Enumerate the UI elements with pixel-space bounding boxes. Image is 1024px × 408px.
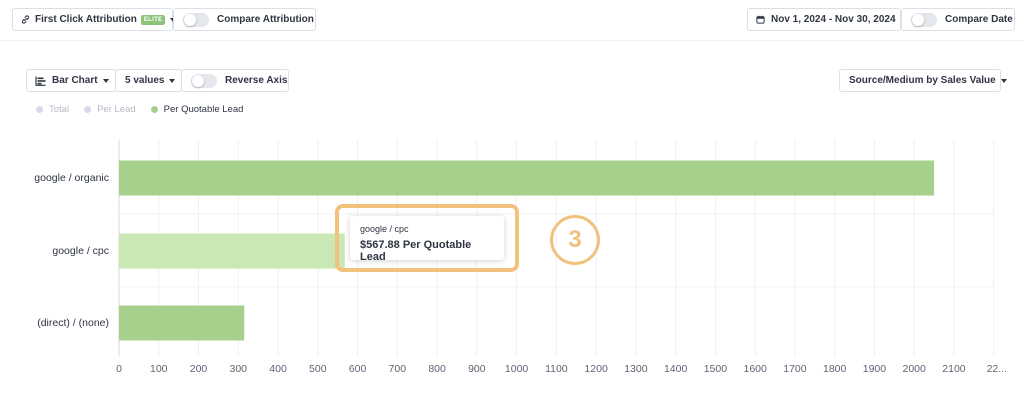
chart-legend: Total Per Lead Per Quotable Lead <box>36 104 258 115</box>
calendar-icon <box>756 15 765 24</box>
legend-item-per-lead[interactable]: Per Lead <box>84 104 136 115</box>
x-tick-label: 1700 <box>783 363 807 375</box>
chevron-down-icon <box>102 78 109 83</box>
compare-attribution-toggle[interactable]: Compare Attribution <box>173 8 316 31</box>
y-axis-label: google / organic <box>34 172 109 184</box>
x-tick-label: 200 <box>189 363 208 375</box>
tooltip-value: $567.88 Per Quotable Lead <box>360 239 472 263</box>
x-tick-label: 600 <box>348 363 367 375</box>
x-tick-label: 400 <box>269 363 287 375</box>
x-tick-label: 100 <box>149 363 168 375</box>
reverse-axis-label: Reverse Axis <box>225 75 288 86</box>
chart-tooltip: google / cpc $567.88 Per Quotable Lead <box>350 216 504 263</box>
toolbar-divider <box>0 40 1024 41</box>
x-tick-label: 1300 <box>624 363 648 375</box>
x-tick-label: 1900 <box>862 363 887 375</box>
compare-date-label: Compare Date <box>945 14 1013 25</box>
elite-badge: ELITE <box>140 14 166 25</box>
x-tick-label: 1800 <box>822 363 847 375</box>
toggle-switch[interactable] <box>183 12 209 27</box>
step-number-badge: 3 <box>550 215 600 265</box>
bar-direct-none[interactable] <box>119 305 245 341</box>
y-axis-label: google / cpc <box>52 245 109 257</box>
x-tick-label: 1100 <box>545 363 568 375</box>
y-axis-label: (direct) / (none) <box>37 317 109 329</box>
legend-item-total[interactable]: Total <box>36 104 69 115</box>
compare-date-toggle[interactable]: Compare Date <box>901 8 1015 31</box>
legend-label: Per Lead <box>97 104 136 115</box>
toggle-switch[interactable] <box>191 73 217 88</box>
legend-marker <box>36 106 43 113</box>
x-tick-label: 0 <box>116 363 122 375</box>
toggle-switch[interactable] <box>911 12 937 27</box>
x-tick-label: 300 <box>229 363 248 375</box>
x-tick-label: 700 <box>388 363 407 375</box>
chevron-down-icon <box>169 78 176 83</box>
x-tick-label: 500 <box>309 363 327 375</box>
x-tick-label: 2100 <box>942 363 966 375</box>
legend-label: Per Quotable Lead <box>163 104 244 115</box>
date-range-picker[interactable]: Nov 1, 2024 - Nov 30, 2024 <box>747 8 907 31</box>
attribution-model-label: First Click Attribution <box>35 14 137 25</box>
x-tick-label: 800 <box>428 363 446 375</box>
chevron-down-icon <box>1000 78 1007 83</box>
x-tick-label: 1500 <box>703 363 728 375</box>
x-tick-label: 1600 <box>743 363 767 375</box>
breakdown-label: Source/Medium by Sales Value <box>849 75 996 86</box>
x-tick-label: 2000 <box>902 363 926 375</box>
legend-marker <box>84 106 92 113</box>
compare-attribution-label: Compare Attribution <box>217 14 314 25</box>
annotation-highlight-box <box>335 204 519 272</box>
x-tick-label: 1000 <box>504 363 529 375</box>
bar-chart-icon <box>35 76 46 86</box>
attribution-model-dropdown[interactable]: First Click Attribution ELITE <box>12 8 177 31</box>
legend-marker <box>150 106 158 113</box>
x-tick-label: 1200 <box>584 363 608 375</box>
reverse-axis-toggle[interactable]: Reverse Axis <box>181 69 289 92</box>
chart-type-label: Bar Chart <box>52 75 98 86</box>
date-range-value: Nov 1, 2024 - Nov 30, 2024 <box>771 14 896 25</box>
bar-google-cpc[interactable] <box>119 233 345 269</box>
tooltip-title: google / cpc <box>360 224 409 234</box>
link-icon <box>21 15 30 24</box>
legend-label: Total <box>49 104 70 115</box>
values-count-label: 5 values <box>125 75 165 86</box>
breakdown-dropdown[interactable]: Source/Medium by Sales Value <box>839 69 1007 92</box>
bar-google-organic[interactable] <box>119 160 935 196</box>
values-count-dropdown[interactable]: 5 values <box>115 69 182 92</box>
x-tick-label: 1400 <box>663 363 688 375</box>
legend-item-per-quotable-lead[interactable]: Per Quotable Lead <box>150 104 244 115</box>
x-tick-label: 22... <box>986 363 1008 375</box>
x-tick-label: 900 <box>468 363 486 375</box>
